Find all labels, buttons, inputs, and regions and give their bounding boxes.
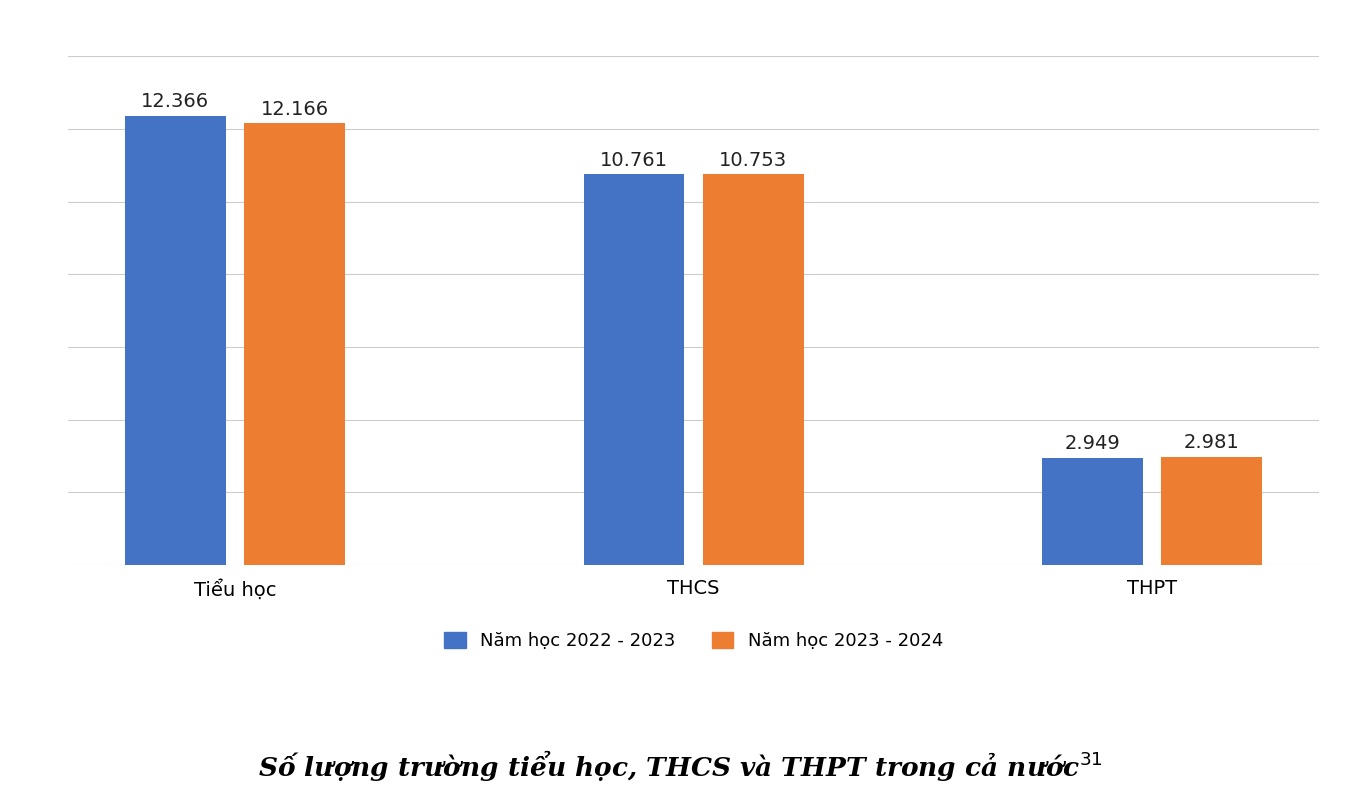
Text: 2.949: 2.949 [1065,434,1121,454]
Text: 10.761: 10.761 [600,151,668,169]
Bar [1042,458,1142,565]
Bar [245,123,345,565]
Bar [583,174,684,565]
Text: 10.753: 10.753 [719,151,787,170]
Text: 12.366: 12.366 [141,93,209,111]
Text: Số lượng trường tiểu học, THCS và THPT trong cả nước$^{31}$: Số lượng trường tiểu học, THCS và THPT t… [257,748,1103,783]
Text: 2.981: 2.981 [1185,433,1240,452]
Bar [125,116,226,565]
Bar [703,174,804,565]
Text: 12.166: 12.166 [261,100,329,119]
Legend: Năm học 2022 - 2023, Năm học 2023 - 2024: Năm học 2022 - 2023, Năm học 2023 - 2024 [437,625,951,658]
Bar [1161,457,1262,565]
